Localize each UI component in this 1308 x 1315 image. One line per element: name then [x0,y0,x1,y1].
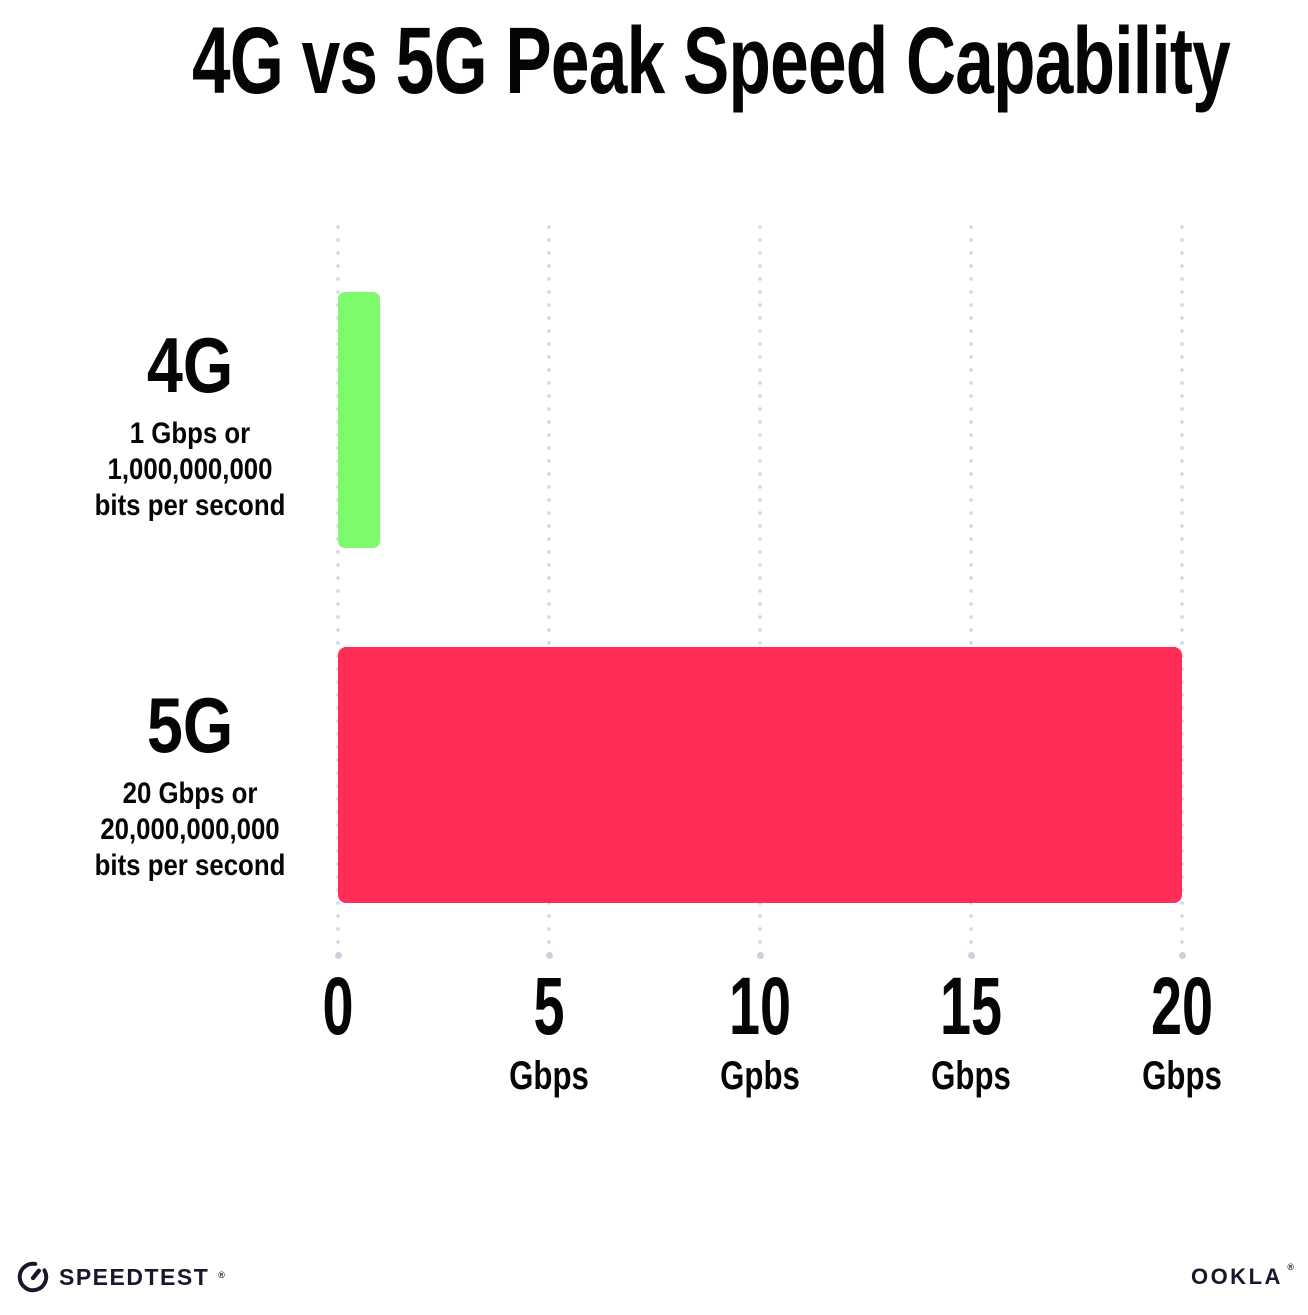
row-label-5g-name: 5G [146,681,234,769]
ookla-trademark: ® [1287,1262,1294,1272]
speedtest-logo: SPEEDTEST ® [16,1260,225,1294]
row-label-4g: 4G 1 Gbps or 1,000,000,000 bits per seco… [40,326,340,524]
x-axis: 0 5 Gbps 10 Gpbs 15 Gbps 20 Gbps [322,961,1221,1106]
x-tick-0-value: 0 [322,961,354,1052]
x-tick-20-unit: Gbps [1142,1054,1222,1098]
x-tick-15-value: 15 [939,961,1003,1052]
row-label-5g-line2: 20,000,000,000 [100,813,280,846]
row-label-4g-line2: 1,000,000,000 [107,453,273,486]
x-tick-5-value: 5 [533,961,565,1052]
x-tick-15: 15 Gbps [920,961,1022,1098]
x-tick-20: 20 Gbps [1131,961,1233,1098]
page-title: 4G vs 5G Peak Speed Capability [191,8,1231,114]
gridline-15 [967,224,975,959]
row-label-5g-line3: bits per second [94,849,286,882]
footer: SPEEDTEST ® OOKLA ® [16,1259,1294,1295]
x-tick-15-unit: Gbps [931,1054,1011,1098]
bar-5g [338,647,1182,903]
gridline-20 [1178,224,1186,959]
ookla-logo: OOKLA ® [1190,1262,1294,1290]
x-tick-5: 5 Gbps [498,961,600,1098]
speedtest-gauge-icon [16,1260,50,1294]
plot-area [334,224,1186,959]
row-label-4g-line3: bits per second [94,489,286,522]
gridline-0 [334,224,342,959]
row-label-5g-line1: 20 Gbps or [122,777,258,810]
gridline-5 [545,224,553,959]
x-tick-10-unit: Gpbs [720,1054,800,1098]
bar-4g [338,292,381,548]
x-tick-0: 0 [315,966,361,1056]
x-tick-10-value: 10 [728,961,792,1052]
x-tick-20-value: 20 [1150,961,1214,1052]
speedtest-wordmark: SPEEDTEST [59,1263,210,1290]
row-label-4g-description: 1 Gbps or 1,000,000,000 bits per second [61,416,319,524]
ookla-wordmark: OOKLA [1190,1264,1283,1289]
page-title-wrap: 4G vs 5G Peak Speed Capability [0,14,1308,109]
speedtest-trademark: ® [218,1270,225,1280]
gridline-10 [756,224,764,959]
row-label-5g: 5G 20 Gbps or 20,000,000,000 bits per se… [40,686,340,884]
x-tick-10: 10 Gpbs [709,961,811,1098]
row-label-4g-name: 4G [146,321,234,409]
row-label-4g-line1: 1 Gbps or [129,417,251,450]
x-tick-5-unit: Gbps [509,1054,589,1098]
row-label-5g-description: 20 Gbps or 20,000,000,000 bits per secon… [61,776,319,884]
